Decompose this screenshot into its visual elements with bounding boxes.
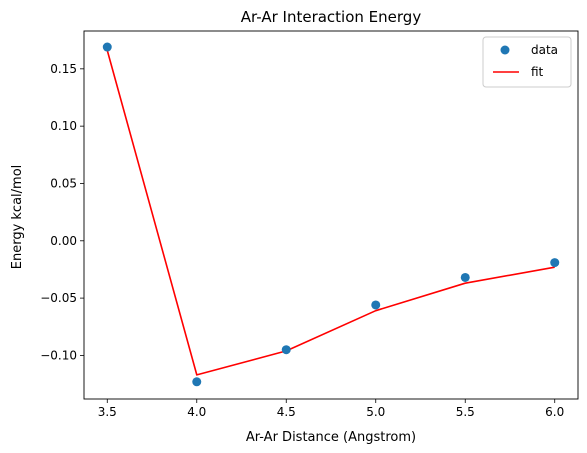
data-point — [102, 42, 112, 52]
x-tick-label: 5.5 — [456, 405, 475, 419]
legend-marker-data — [500, 45, 510, 55]
legend-label-data: data — [531, 43, 558, 57]
x-tick-label: 6.0 — [545, 405, 564, 419]
y-tick-label: 0.05 — [50, 176, 77, 190]
plot-area: 3.5 4.0 4.5 5.0 5.5 6.0 −0.10 −0.05 0.00 0.05 0.10… — [40, 30, 579, 419]
x-axis-label: Ar-Ar Distance (Angstrom) — [246, 430, 416, 445]
y-tick-label: −0.10 — [40, 348, 77, 362]
data-point — [460, 272, 470, 282]
data-point — [371, 300, 381, 310]
x-tick-label: 4.0 — [187, 405, 206, 419]
x-tick-label: 4.5 — [277, 405, 296, 419]
y-axis-label: Energy kcal/mol — [10, 165, 25, 270]
y-tick-label: −0.05 — [40, 291, 77, 305]
axes-frame — [83, 30, 579, 400]
x-tick-label: 5.0 — [366, 405, 385, 419]
data-point — [550, 258, 560, 268]
legend-label-fit: fit — [531, 65, 544, 79]
y-tick-label: 0.00 — [50, 234, 77, 248]
data-point — [192, 377, 202, 387]
y-tick-label: 0.15 — [50, 62, 77, 76]
legend: data fit — [482, 36, 572, 88]
series-line-fit — [106, 50, 555, 376]
chart-title: Ar-Ar Interaction Energy — [241, 8, 422, 26]
y-tick-label: 0.10 — [50, 119, 77, 133]
x-tick-label: 3.5 — [98, 405, 117, 419]
data-point — [281, 345, 291, 355]
